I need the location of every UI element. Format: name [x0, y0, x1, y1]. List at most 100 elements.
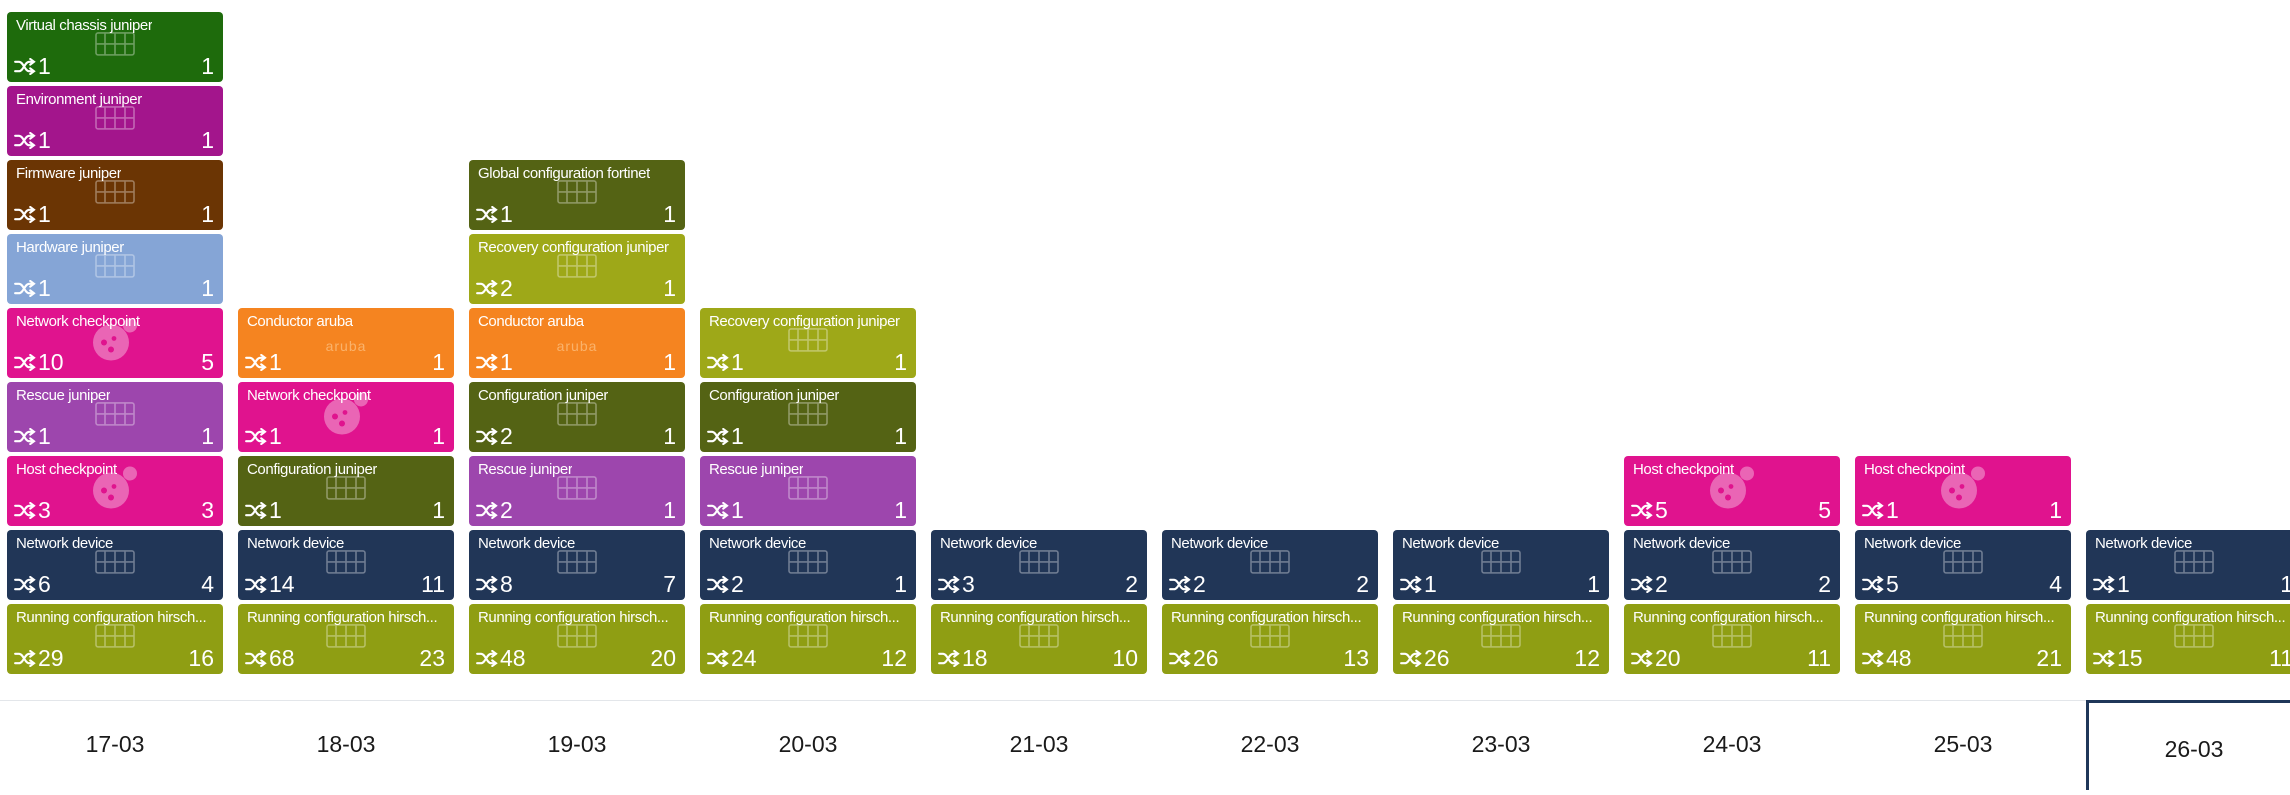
device-count: 1	[894, 349, 907, 375]
change-card[interactable]: Network device 14 11	[238, 530, 454, 600]
shuffle-icon	[14, 280, 36, 297]
date-tab[interactable]: 23-03	[1471, 731, 1531, 757]
change-card[interactable]: Rescue juniper 2 1	[469, 456, 685, 526]
change-card[interactable]: Virtual chassis juniper 1 1	[7, 12, 223, 82]
switch-icon-graphic	[788, 476, 828, 500]
shuffle-icon	[938, 650, 960, 667]
change-card[interactable]: Recovery configuration juniper 2 1	[469, 234, 685, 304]
shuffle-icon	[1400, 650, 1422, 667]
change-card[interactable]: Network device 1 1	[1393, 530, 1609, 600]
change-card[interactable]: aruba Conductor aruba 1 1	[238, 308, 454, 378]
change-count: 48	[500, 645, 526, 671]
change-card[interactable]: Network device 2 2	[1162, 530, 1378, 600]
card-title: Running configuration hirsch...	[1402, 609, 1593, 626]
change-card[interactable]: Configuration juniper 1 1	[238, 456, 454, 526]
change-card[interactable]: Running configuration hirsch... 68 23	[238, 604, 454, 674]
shuffle-icon	[707, 650, 729, 667]
shuffle-icon	[1169, 576, 1191, 593]
switch-icon	[557, 180, 597, 209]
change-card[interactable]: Global configuration fortinet 1 1	[469, 160, 685, 230]
switch-icon	[788, 550, 828, 579]
device-count: 1	[201, 53, 214, 79]
change-card[interactable]: Running configuration hirsch... 48 20	[469, 604, 685, 674]
change-card[interactable]: aruba Conductor aruba 1 1	[469, 308, 685, 378]
device-count: 1	[663, 349, 676, 375]
card-title: Running configuration hirsch...	[1633, 609, 1824, 626]
change-card[interactable]: Rescue juniper 1 1	[700, 456, 916, 526]
card-title: Rescue juniper	[709, 461, 804, 478]
change-card[interactable]: Running configuration hirsch... 26 12	[1393, 604, 1609, 674]
date-tab[interactable]: 17-03	[85, 731, 145, 757]
shuffle-icon	[14, 650, 36, 667]
change-card[interactable]: Running configuration hirsch... 29 16	[7, 604, 223, 674]
date-tab[interactable]: 24-03	[1702, 731, 1762, 757]
change-card[interactable]: Network checkpoint 10 5	[7, 308, 223, 378]
change-count: 1	[2117, 571, 2130, 597]
change-card[interactable]: Network device 6 4	[7, 530, 223, 600]
change-card[interactable]: Host checkpoint 3 3	[7, 456, 223, 526]
checkpoint-icon-graphic	[93, 318, 137, 361]
date-tab[interactable]: 18-03	[316, 731, 376, 757]
checkpoint-icon-graphic	[1941, 466, 1985, 509]
change-card[interactable]: Configuration juniper 2 1	[469, 382, 685, 452]
change-card[interactable]: Network device 8 7	[469, 530, 685, 600]
change-card[interactable]: Running configuration hirsch... 26 13	[1162, 604, 1378, 674]
device-count: 1	[201, 275, 214, 301]
change-card[interactable]: Running configuration hirsch... 15 11	[2086, 604, 2290, 674]
change-count: 2	[500, 497, 513, 523]
device-count: 5	[201, 349, 214, 375]
date-tab[interactable]: 22-03	[1240, 731, 1300, 757]
device-count: 2	[1356, 571, 1369, 597]
switch-icon-graphic	[1712, 624, 1752, 648]
shuffle-icon	[707, 502, 729, 519]
device-count: 1	[2049, 497, 2062, 523]
change-card[interactable]: Running configuration hirsch... 24 12	[700, 604, 916, 674]
card-title: Firmware juniper	[16, 165, 122, 182]
date-tab[interactable]: 21-03	[1009, 731, 1069, 757]
change-count: 1	[731, 349, 744, 375]
shuffle-icon	[245, 502, 267, 519]
switch-icon	[557, 624, 597, 653]
change-card[interactable]: Running configuration hirsch... 18 10	[931, 604, 1147, 674]
change-card[interactable]: Configuration juniper 1 1	[700, 382, 916, 452]
shuffle-icon	[1400, 576, 1422, 593]
date-tab[interactable]: 26-03	[2086, 700, 2290, 790]
change-card[interactable]: Running configuration hirsch... 48 21	[1855, 604, 2071, 674]
change-card[interactable]: Recovery configuration juniper 1 1	[700, 308, 916, 378]
change-count: 2	[1193, 571, 1206, 597]
card-title: Conductor aruba	[478, 313, 584, 330]
card-title: Running configuration hirsch...	[940, 609, 1131, 626]
switch-icon	[557, 402, 597, 431]
change-card[interactable]: Network checkpoint 1 1	[238, 382, 454, 452]
change-card[interactable]: Host checkpoint 1 1	[1855, 456, 2071, 526]
device-count: 1	[1587, 571, 1600, 597]
change-card[interactable]: Network device 2 2	[1624, 530, 1840, 600]
card-title: Environment juniper	[16, 91, 142, 108]
change-card[interactable]: Environment juniper 1 1	[7, 86, 223, 156]
shuffle-icon	[707, 576, 729, 593]
change-card[interactable]: Running configuration hirsch... 20 11	[1624, 604, 1840, 674]
date-tab[interactable]: 19-03	[547, 731, 607, 757]
date-tab[interactable]: 25-03	[1933, 731, 1993, 757]
switch-icon-graphic	[557, 550, 597, 574]
change-card[interactable]: Hardware juniper 1 1	[7, 234, 223, 304]
change-card[interactable]: Network device 5 4	[1855, 530, 2071, 600]
change-count: 1	[731, 423, 744, 449]
checkpoint-icon	[322, 390, 370, 441]
change-card[interactable]: Firmware juniper 1 1	[7, 160, 223, 230]
change-count: 1	[38, 423, 51, 449]
switch-icon	[326, 476, 366, 505]
shuffle-icon	[2093, 576, 2115, 593]
change-card[interactable]: Rescue juniper 1 1	[7, 382, 223, 452]
switch-icon	[1712, 624, 1752, 653]
shuffle-icon	[476, 428, 498, 445]
device-count: 2	[1125, 571, 1138, 597]
change-card[interactable]: Host checkpoint 5 5	[1624, 456, 1840, 526]
switch-icon-graphic	[788, 550, 828, 574]
change-card[interactable]: Network device 1 1	[2086, 530, 2290, 600]
change-card[interactable]: Network device 2 1	[700, 530, 916, 600]
date-tab[interactable]: 20-03	[778, 731, 838, 757]
change-card[interactable]: Network device 3 2	[931, 530, 1147, 600]
change-count: 1	[500, 349, 513, 375]
